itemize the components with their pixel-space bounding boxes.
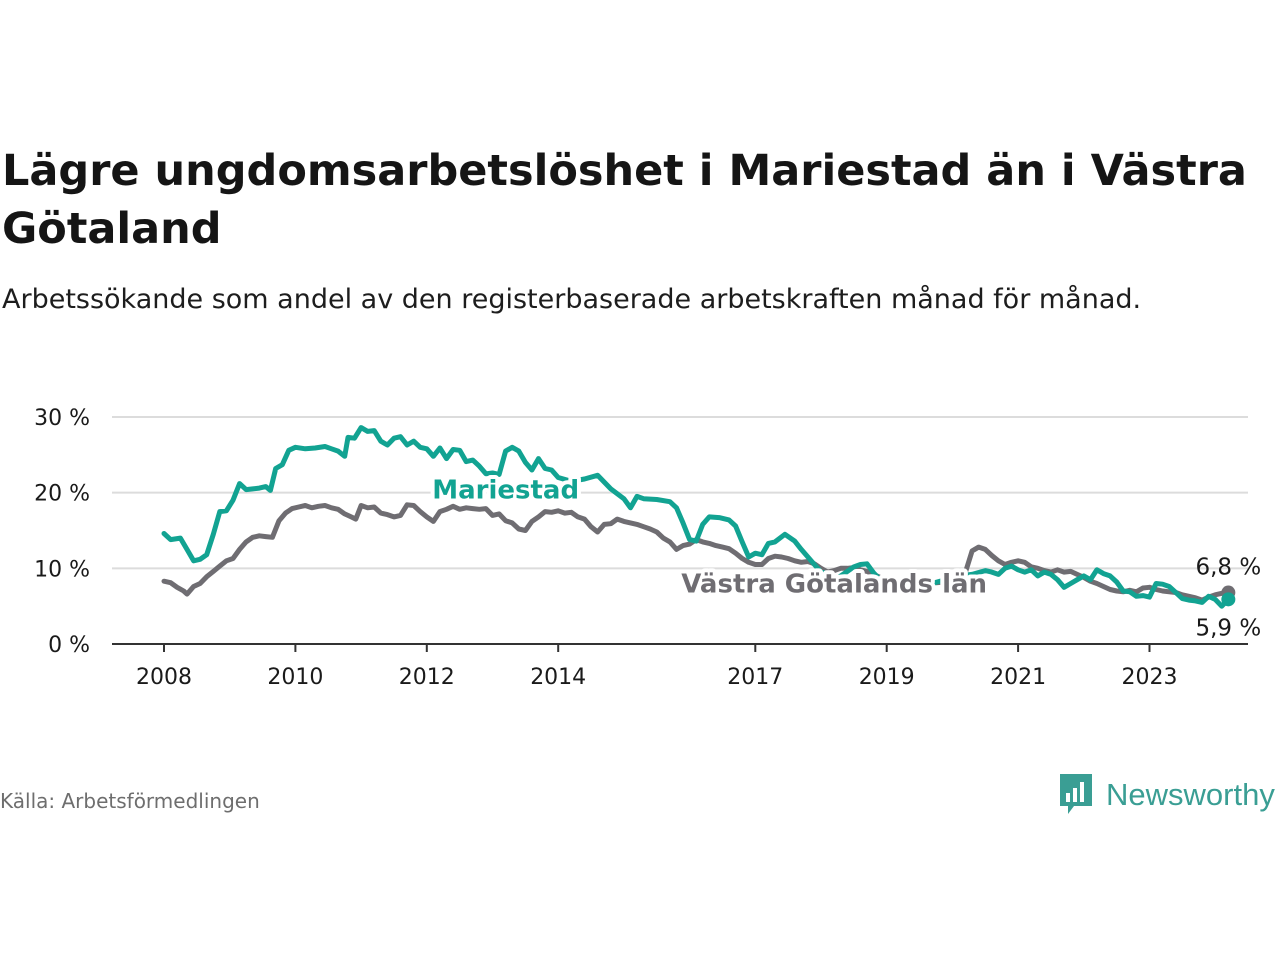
series-line-vastra-gotalands-lan [161, 502, 1231, 603]
y-tick-label: 10 % [34, 557, 90, 582]
end-label-mariestad: 5,9 % [1195, 615, 1261, 641]
x-axis: 2008 2010 2012 2014 2017 2019 2021 2023 [112, 643, 1248, 690]
newsworthy-brand[interactable]: Newsworthy [1058, 772, 1275, 818]
x-tick-label: 2008 [136, 665, 192, 690]
brand-name: Newsworthy [1106, 777, 1275, 812]
newsworthy-logo-icon [1060, 774, 1092, 814]
chart-title: Lägre ungdomsarbetslöshet i Mariestad än… [2, 146, 1247, 254]
source-note: Källa: Arbetsförmedlingen [0, 789, 260, 813]
y-tick-label: 20 % [34, 482, 90, 507]
line-chart: 0 % 10 % 20 % 30 % 2008 2010 2012 2014 2017 2019… [34, 406, 1261, 690]
series-label-vastra-gotalands-lan: Västra Götalands län [681, 570, 987, 600]
series-lines [161, 425, 1231, 609]
x-tick-label: 2010 [267, 665, 323, 690]
end-label-vastra-gotalands-lan: 6,8 % [1195, 555, 1261, 581]
end-marker-mariestad [1221, 592, 1236, 607]
series-label-mariestad: Mariestad [432, 476, 579, 506]
x-tick-label: 2014 [530, 665, 586, 690]
x-tick-label: 2017 [727, 665, 783, 690]
x-tick-label: 2019 [859, 665, 915, 690]
y-tick-label: 30 % [34, 406, 90, 431]
x-tick-label: 2012 [399, 665, 455, 690]
series-labels: Mariestad Västra Götalands län [428, 472, 991, 604]
end-markers: 6,8 % 5,9 % [1195, 555, 1261, 642]
x-tick-label: 2023 [1122, 665, 1178, 690]
series-line-mariestad [161, 425, 1231, 609]
chart-subtitle: Arbetssökande som andel av den registerb… [2, 284, 1142, 315]
x-tick-label: 2021 [990, 665, 1046, 690]
y-tick-label: 0 % [48, 633, 90, 658]
y-axis-tick-labels: 0 % 10 % 20 % 30 % [34, 406, 90, 658]
